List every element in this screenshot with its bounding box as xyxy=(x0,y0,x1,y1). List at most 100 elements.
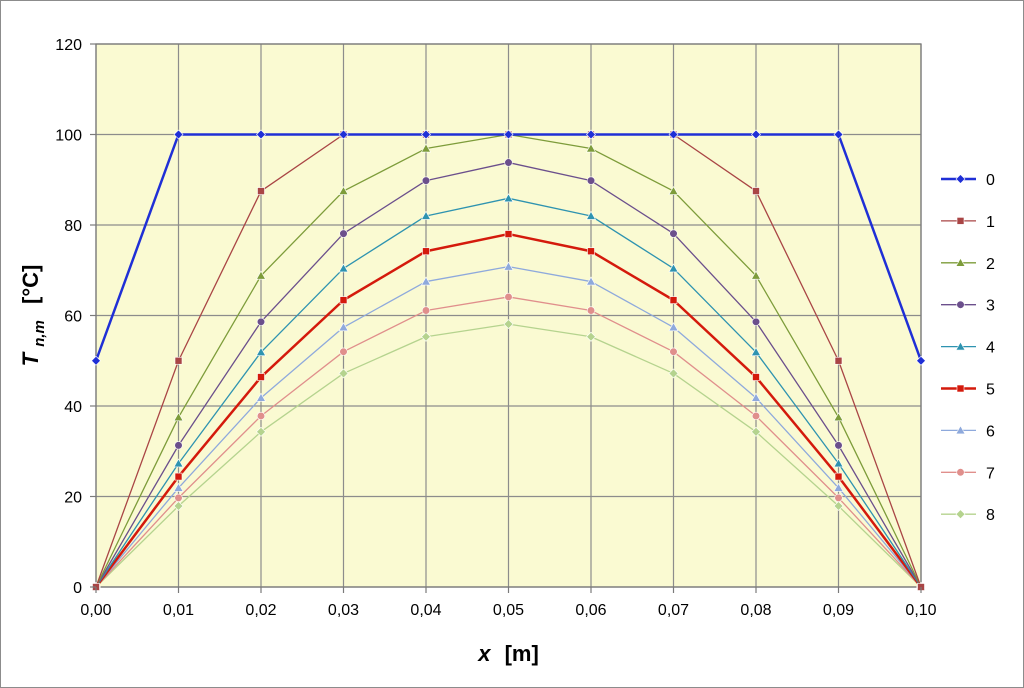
data-point-0 xyxy=(916,355,926,366)
legend-marker xyxy=(955,174,966,184)
data-point-5 xyxy=(504,230,513,238)
data-point-0 xyxy=(421,129,431,140)
data-point-0 xyxy=(91,355,101,366)
data-point-6 xyxy=(750,392,762,402)
y-tick-label: 60 xyxy=(64,309,82,326)
data-point-4 xyxy=(503,193,514,203)
data-point-3 xyxy=(504,158,513,167)
data-point-4 xyxy=(173,458,184,468)
data-point-6 xyxy=(585,276,597,286)
x-tick-label: 0,00 xyxy=(80,602,111,619)
data-point-7 xyxy=(504,292,513,302)
data-point-0 xyxy=(668,129,679,140)
legend-label: 0 xyxy=(986,172,995,189)
data-point-3 xyxy=(586,176,596,185)
data-point-4 xyxy=(833,458,844,468)
data-point-2 xyxy=(585,143,597,153)
data-point-3 xyxy=(339,229,348,238)
y-tick-label: 100 xyxy=(55,128,82,145)
x-tick-label: 0,07 xyxy=(658,602,689,619)
x-tick-label: 0,03 xyxy=(328,602,359,619)
data-point-7 xyxy=(256,411,266,421)
data-point-4 xyxy=(668,263,679,273)
data-point-4 xyxy=(338,263,349,273)
legend-item-2: 2 xyxy=(941,256,995,273)
data-point-5 xyxy=(174,472,183,481)
legend-label: 8 xyxy=(986,507,995,524)
data-point-2 xyxy=(255,270,267,280)
data-point-5 xyxy=(587,247,595,256)
legend-marker xyxy=(956,300,965,309)
data-point-8 xyxy=(421,331,431,342)
series-4 xyxy=(90,193,927,591)
legend-marker xyxy=(955,425,966,435)
data-point-5 xyxy=(422,247,430,256)
data-point-7 xyxy=(834,493,843,502)
data-point-7 xyxy=(669,347,678,356)
data-point-0 xyxy=(586,129,596,140)
data-point-0 xyxy=(503,129,514,140)
data-point-5 xyxy=(257,373,265,381)
data-point-8 xyxy=(751,426,761,437)
series-layer xyxy=(90,129,927,592)
y-axis-title: T n,m [°C] xyxy=(18,265,49,367)
data-point-5 xyxy=(339,296,348,304)
y-tick-label: 120 xyxy=(55,37,82,54)
legend-label: 4 xyxy=(986,340,995,357)
data-point-4 xyxy=(420,210,432,220)
data-point-6 xyxy=(338,322,349,332)
data-point-0 xyxy=(833,129,844,140)
x-tick-label: 0,05 xyxy=(493,602,524,619)
y-tick-label: 40 xyxy=(64,399,82,416)
data-point-8 xyxy=(173,501,184,511)
data-point-6 xyxy=(420,276,432,286)
data-point-7 xyxy=(174,493,183,502)
x-axis-title-unit: [m] xyxy=(505,641,539,666)
data-point-6 xyxy=(668,322,679,332)
x-axis-title: x [m] xyxy=(477,641,539,666)
legend-label: 1 xyxy=(986,214,995,231)
data-point-1 xyxy=(257,187,265,195)
data-point-6 xyxy=(503,261,514,271)
series-6 xyxy=(90,261,927,591)
series-0 xyxy=(91,129,926,366)
data-point-2 xyxy=(668,185,679,195)
x-tick-label: 0,08 xyxy=(740,602,771,619)
data-point-7 xyxy=(421,306,431,315)
data-point-4 xyxy=(255,347,267,356)
data-point-8 xyxy=(503,319,514,330)
data-point-8 xyxy=(338,368,349,379)
data-point-2 xyxy=(833,412,844,422)
legend-item-7: 7 xyxy=(941,465,995,482)
legend-marker xyxy=(955,341,966,351)
x-tick-label: 0,06 xyxy=(575,602,606,619)
legend-item-8: 8 xyxy=(941,507,995,524)
data-point-3 xyxy=(174,441,183,450)
x-axis-title-main: x xyxy=(477,641,491,666)
data-point-7 xyxy=(751,411,761,421)
legend-marker xyxy=(956,468,965,477)
legend-item-1: 1 xyxy=(941,214,995,231)
data-point-7 xyxy=(339,347,348,356)
series-3 xyxy=(91,158,926,592)
data-point-5 xyxy=(669,296,678,304)
data-point-7 xyxy=(586,306,596,315)
data-point-3 xyxy=(421,176,431,185)
legend-label: 3 xyxy=(986,298,995,315)
data-point-2 xyxy=(338,185,349,195)
legend-item-6: 6 xyxy=(941,423,995,440)
legend-item-3: 3 xyxy=(941,298,995,315)
data-point-1 xyxy=(834,356,843,365)
data-point-0 xyxy=(173,129,184,140)
x-tick-label: 0,10 xyxy=(905,602,936,619)
data-point-0 xyxy=(338,129,349,140)
data-point-3 xyxy=(751,317,761,326)
x-tick-label: 0,09 xyxy=(823,602,854,619)
data-point-5 xyxy=(834,472,843,481)
y-axis-title-unit: [°C] xyxy=(18,265,43,304)
data-point-1 xyxy=(174,356,183,365)
data-point-3 xyxy=(834,441,843,450)
legend-marker xyxy=(956,217,965,225)
